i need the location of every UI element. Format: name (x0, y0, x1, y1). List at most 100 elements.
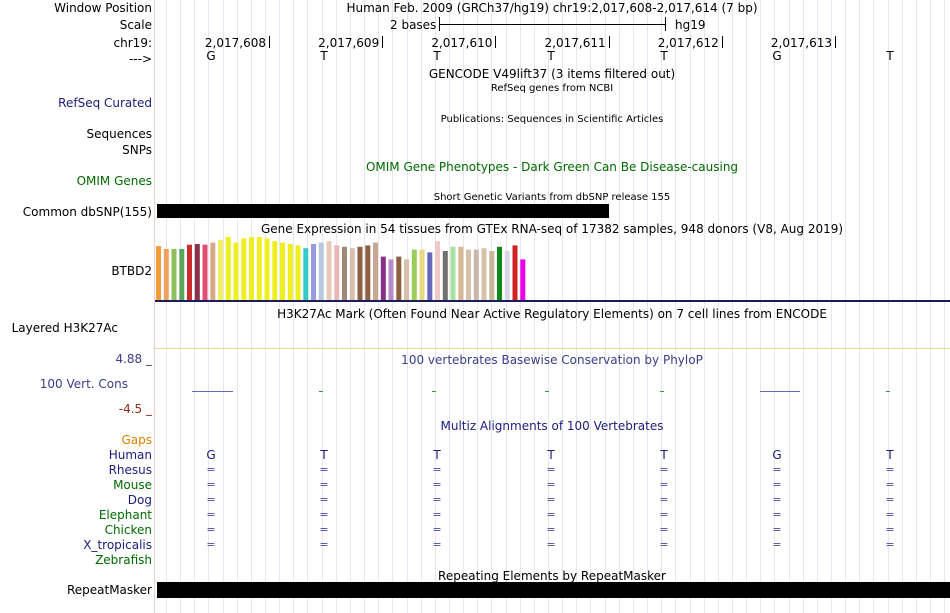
gtex-tissue-bar[interactable] (233, 242, 239, 300)
gtex-track-title: Gene Expression in 54 tissues from GTEx … (260, 222, 844, 236)
base-letter: G (772, 49, 782, 63)
gtex-tissue-bar[interactable] (311, 244, 316, 300)
dbsnp-feature-bar[interactable] (157, 204, 609, 218)
gencode-track-title[interactable]: GENCODE V49lift37 (3 items filtered out) (428, 67, 676, 81)
gtex-tissue-bar[interactable] (450, 246, 456, 300)
gtex-tissue-bar[interactable] (411, 249, 417, 300)
publications-track-title: Publications: Sequences in Scientific Ar… (440, 114, 664, 125)
gtex-tissue-bar[interactable] (365, 245, 371, 300)
gtex-tissue-bar[interactable] (272, 241, 278, 300)
repeatmasker-feature-bar[interactable] (157, 582, 950, 598)
alignment-match: = (319, 523, 329, 536)
species-label[interactable]: Dog (127, 493, 152, 507)
label-separator (154, 0, 155, 613)
gtex-tissue-bar[interactable] (419, 249, 425, 300)
alignment-match: = (206, 493, 216, 506)
gtex-tissue-bar[interactable] (520, 259, 526, 300)
gtex-tissue-bar[interactable] (349, 248, 355, 300)
gtex-tissue-bar[interactable] (373, 242, 378, 300)
gtex-gene-label[interactable]: BTBD2 (111, 264, 152, 278)
gtex-tissue-bar[interactable] (295, 245, 301, 300)
phylop-score-mark (192, 391, 233, 392)
sequences-label[interactable]: Sequences (86, 127, 152, 141)
gtex-tissue-bar[interactable] (163, 248, 169, 300)
gtex-tissue-bar[interactable] (458, 246, 464, 300)
gtex-tissue-bar[interactable] (256, 237, 262, 300)
gtex-tissue-bar[interactable] (225, 237, 231, 300)
grid-line (633, 0, 634, 613)
species-label[interactable]: Human (108, 448, 152, 462)
species-label[interactable]: Rhesus (108, 463, 152, 477)
gtex-tissue-bar[interactable] (473, 249, 479, 300)
gtex-tissue-bar[interactable] (357, 246, 363, 300)
gtex-tissue-bar[interactable] (280, 242, 285, 300)
species-label[interactable]: Elephant (98, 508, 152, 522)
alignment-match: = (546, 493, 556, 506)
grid-line (265, 0, 266, 613)
gtex-tissue-bar[interactable] (303, 248, 309, 300)
gtex-tissue-bar[interactable] (210, 242, 216, 300)
species-label[interactable]: Mouse (113, 478, 152, 492)
grid-line (322, 0, 323, 613)
gtex-tissue-bar[interactable] (287, 244, 293, 300)
gtex-tissue-bar[interactable] (218, 239, 223, 300)
base-letter: T (320, 49, 328, 63)
gtex-tissue-bar[interactable] (481, 248, 487, 300)
refseq-curated-label[interactable]: RefSeq Curated (58, 96, 152, 110)
h3k27ac-baseline (155, 348, 950, 349)
gtex-tissue-bar[interactable] (318, 242, 324, 300)
gtex-tissue-bar[interactable] (264, 238, 270, 300)
species-label[interactable]: Chicken (104, 523, 152, 537)
gtex-tissue-bar[interactable] (435, 241, 440, 300)
gtex-tissue-bar[interactable] (179, 248, 185, 300)
gtex-tissue-bar[interactable] (396, 256, 402, 300)
gtex-tissue-bar[interactable] (442, 251, 448, 300)
gtex-tissue-bar[interactable] (326, 241, 332, 300)
gtex-tissue-bar[interactable] (504, 251, 510, 300)
grid-line (647, 0, 648, 613)
gtex-tissue-bar[interactable] (342, 246, 347, 300)
grid-line (208, 0, 209, 613)
species-label[interactable]: X_tropicalis (83, 538, 152, 552)
omim-genes-label[interactable]: OMIM Genes (76, 174, 152, 188)
alignment-match: = (659, 508, 669, 521)
gtex-tissue-bar[interactable] (489, 251, 495, 300)
snps-label[interactable]: SNPs (122, 143, 152, 157)
phylop-track-title: 100 vertebrates Basewise Conservation by… (401, 353, 703, 367)
alignment-match: = (432, 493, 442, 506)
gtex-tissue-bar[interactable] (156, 246, 161, 300)
phylop-max-value: 4.88 _ (115, 352, 152, 366)
gtex-tissue-bar[interactable] (466, 249, 471, 300)
grid-line (873, 0, 874, 613)
common-dbsnp-label[interactable]: Common dbSNP(155) (22, 205, 152, 219)
gtex-tissue-bar[interactable] (187, 244, 192, 300)
scale-bar (439, 24, 666, 25)
alignment-match: = (546, 478, 556, 491)
gaps-label[interactable]: Gaps (121, 433, 152, 447)
gtex-tissue-bar[interactable] (380, 256, 386, 300)
species-label[interactable]: Zebrafish (95, 553, 152, 567)
phylop-label[interactable]: 100 Vert. Cons (39, 377, 128, 391)
gtex-tissue-bar[interactable] (512, 245, 518, 300)
gtex-tissue-bar[interactable] (404, 259, 409, 300)
gtex-tissue-bar[interactable] (241, 238, 247, 300)
gtex-tissue-bar[interactable] (388, 259, 394, 300)
assembly-position-text[interactable]: Human Feb. 2009 (GRCh37/hg19) chr19:2,01… (346, 1, 758, 15)
gtex-expression-bars[interactable] (155, 230, 555, 300)
gtex-tissue-bar[interactable] (194, 244, 200, 300)
gtex-tissue-bar[interactable] (497, 246, 502, 300)
human-base: T (886, 448, 894, 462)
grid-line (718, 0, 719, 613)
gtex-tissue-bar[interactable] (334, 245, 340, 300)
gtex-tissue-bar[interactable] (171, 248, 177, 300)
gtex-tissue-bar[interactable] (427, 252, 433, 300)
gtex-tissue-bar[interactable] (202, 244, 208, 300)
repeatmasker-label[interactable]: RepeatMasker (66, 583, 152, 597)
h3k27ac-label[interactable]: Layered H3K27Ac (11, 321, 118, 335)
grid-line (576, 0, 577, 613)
gtex-baseline (155, 300, 950, 302)
gtex-tissue-bar[interactable] (249, 237, 254, 300)
phylop-score-mark (545, 391, 549, 392)
alignment-match: = (432, 463, 442, 476)
phylop-score-mark (760, 391, 800, 392)
